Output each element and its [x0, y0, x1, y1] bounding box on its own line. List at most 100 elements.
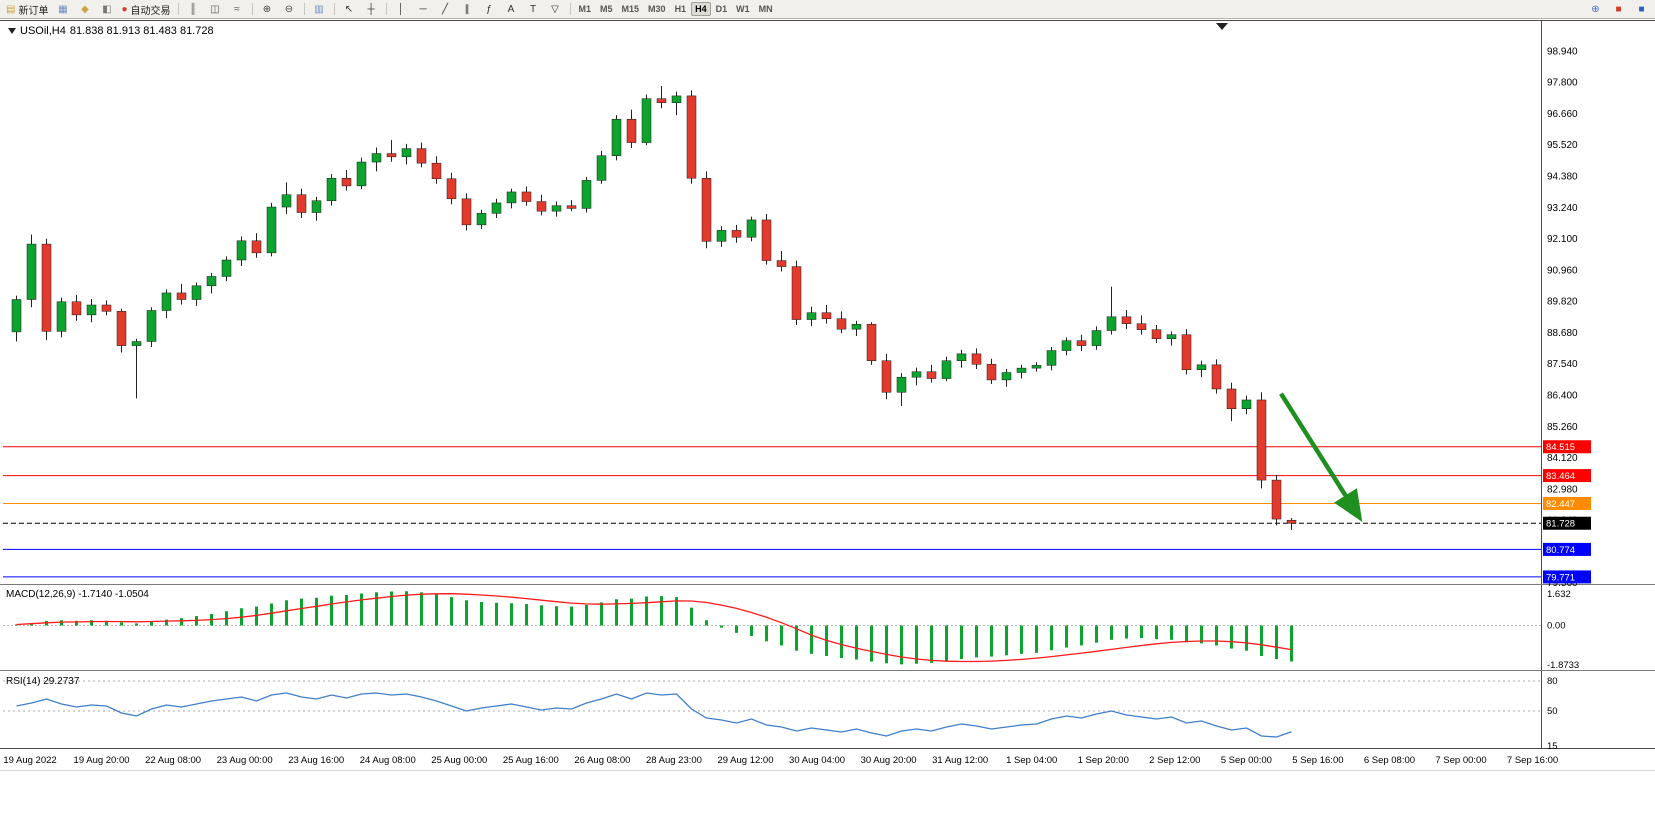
candle: [716, 230, 727, 242]
candle: [881, 360, 892, 393]
candle: [116, 311, 127, 346]
candle: [341, 177, 352, 187]
candle: [896, 376, 907, 393]
candle: [56, 301, 67, 332]
arrows-icon[interactable]: ▽: [545, 1, 566, 18]
macd-bar: [60, 620, 63, 626]
candle: [326, 177, 337, 201]
macd-bar: [615, 599, 618, 626]
candle: [701, 177, 712, 242]
macd-bar: [1185, 625, 1188, 643]
rsi-line: [16, 692, 1292, 738]
candle: [596, 155, 607, 181]
y-axis-label: 79.560: [1547, 578, 1578, 589]
y-axis-label: 94.380: [1547, 172, 1578, 183]
macd-bar: [495, 602, 498, 626]
macd-bar: [120, 622, 123, 626]
magnifier-icon[interactable]: ⊕: [1585, 1, 1606, 18]
vertical-line-icon[interactable]: │: [391, 1, 412, 18]
chart-shift-marker[interactable]: [1216, 23, 1228, 30]
macd-bar: [645, 596, 648, 626]
macd-bar: [180, 618, 183, 626]
zoom-in-icon[interactable]: ⊕: [257, 1, 278, 18]
macd-bar: [1125, 625, 1128, 639]
tile-windows-icon: ▥: [314, 3, 324, 15]
tile-windows-icon[interactable]: ▥: [309, 1, 330, 18]
macd-bar: [765, 625, 768, 642]
y-axis-label: 95.520: [1547, 140, 1578, 151]
autotrading-button[interactable]: ● 自动交易: [118, 1, 173, 18]
macd-bar: [720, 625, 723, 628]
horizontal-line-icon[interactable]: ─: [413, 1, 434, 18]
blue-status-icon: ■: [1638, 3, 1645, 15]
timeframe-w1-button[interactable]: W1: [736, 4, 750, 14]
timeframe-m15-button[interactable]: M15: [621, 4, 640, 14]
equidistant-channel-icon: ∥: [464, 3, 470, 15]
macd-bar: [1155, 625, 1158, 640]
zoom-out-icon[interactable]: ⊖: [279, 1, 300, 18]
candle: [146, 310, 157, 342]
candle: [536, 201, 547, 212]
macd-bar: [1065, 625, 1068, 648]
macd-bar: [840, 625, 843, 659]
candle: [1196, 364, 1207, 371]
horizontal-line-icon: ─: [419, 3, 427, 15]
ohlc-bars-icon[interactable]: ║: [183, 1, 204, 18]
candle: [206, 276, 217, 287]
timeframe-m30-button[interactable]: M30: [648, 4, 666, 14]
timeframe-m5-button[interactable]: M5: [600, 4, 613, 14]
macd-bar: [1260, 625, 1263, 656]
new-order-button[interactable]: ▤ 新订单: [3, 1, 51, 18]
candle: [26, 243, 37, 300]
trendline-icon[interactable]: ╱: [435, 1, 456, 18]
candle: [101, 304, 112, 312]
timeframe-h4-button[interactable]: H4: [691, 2, 711, 16]
trend-arrow[interactable]: [1279, 392, 1363, 522]
blue-status-icon[interactable]: ■: [1631, 1, 1652, 18]
text-icon[interactable]: A: [501, 1, 522, 18]
crosshair-icon[interactable]: ┼: [361, 1, 382, 18]
timeframe-m1-button[interactable]: M1: [578, 4, 592, 14]
toolbar-separator: [385, 3, 387, 15]
macd-bar: [585, 604, 588, 626]
line-chart-icon: ≈: [234, 3, 240, 15]
macd-bar: [915, 625, 918, 664]
macd-bar: [555, 606, 558, 626]
market-sound-icon[interactable]: ◧: [96, 1, 117, 18]
rsi-axis-label: 50: [1547, 706, 1558, 717]
candle: [671, 95, 682, 104]
line-chart-icon[interactable]: ≈: [227, 1, 248, 18]
timeframe-d1-button[interactable]: D1: [715, 4, 728, 14]
fibonacci-icon[interactable]: ƒ: [479, 1, 500, 18]
x-axis-label: 29 Aug 12:00: [718, 755, 774, 766]
timeframe-mn-button[interactable]: MN: [758, 4, 773, 14]
equidistant-channel-icon[interactable]: ∥: [457, 1, 478, 18]
toolbar-separator: [333, 3, 335, 15]
candle: [611, 118, 622, 156]
timeframe-h1-button[interactable]: H1: [674, 4, 687, 14]
candle: [566, 205, 577, 209]
candle: [356, 161, 367, 187]
x-axis-label: 24 Aug 08:00: [360, 755, 416, 766]
candle: [1241, 399, 1252, 409]
candle: [956, 353, 967, 361]
macd-bar: [675, 597, 678, 626]
candle: [761, 219, 772, 261]
candle: [176, 292, 187, 300]
candlestick-icon: ◫: [210, 3, 220, 15]
macd-bar: [810, 625, 813, 654]
text-label-icon[interactable]: T: [523, 1, 544, 18]
profile-icon[interactable]: ◆: [74, 1, 95, 18]
x-axis-label: 7 Sep 16:00: [1507, 755, 1558, 766]
macd-bar: [870, 625, 873, 662]
candle: [1181, 334, 1192, 371]
x-axis-label: 30 Aug 04:00: [789, 755, 845, 766]
macd-bar: [90, 620, 93, 626]
chart-window-icon[interactable]: ▦: [52, 1, 73, 18]
red-status-icon[interactable]: ■: [1608, 1, 1629, 18]
cursor-icon[interactable]: ↖: [339, 1, 360, 18]
candlestick-icon[interactable]: ◫: [205, 1, 226, 18]
candle: [446, 178, 457, 200]
cursor-icon: ↖: [344, 3, 354, 15]
